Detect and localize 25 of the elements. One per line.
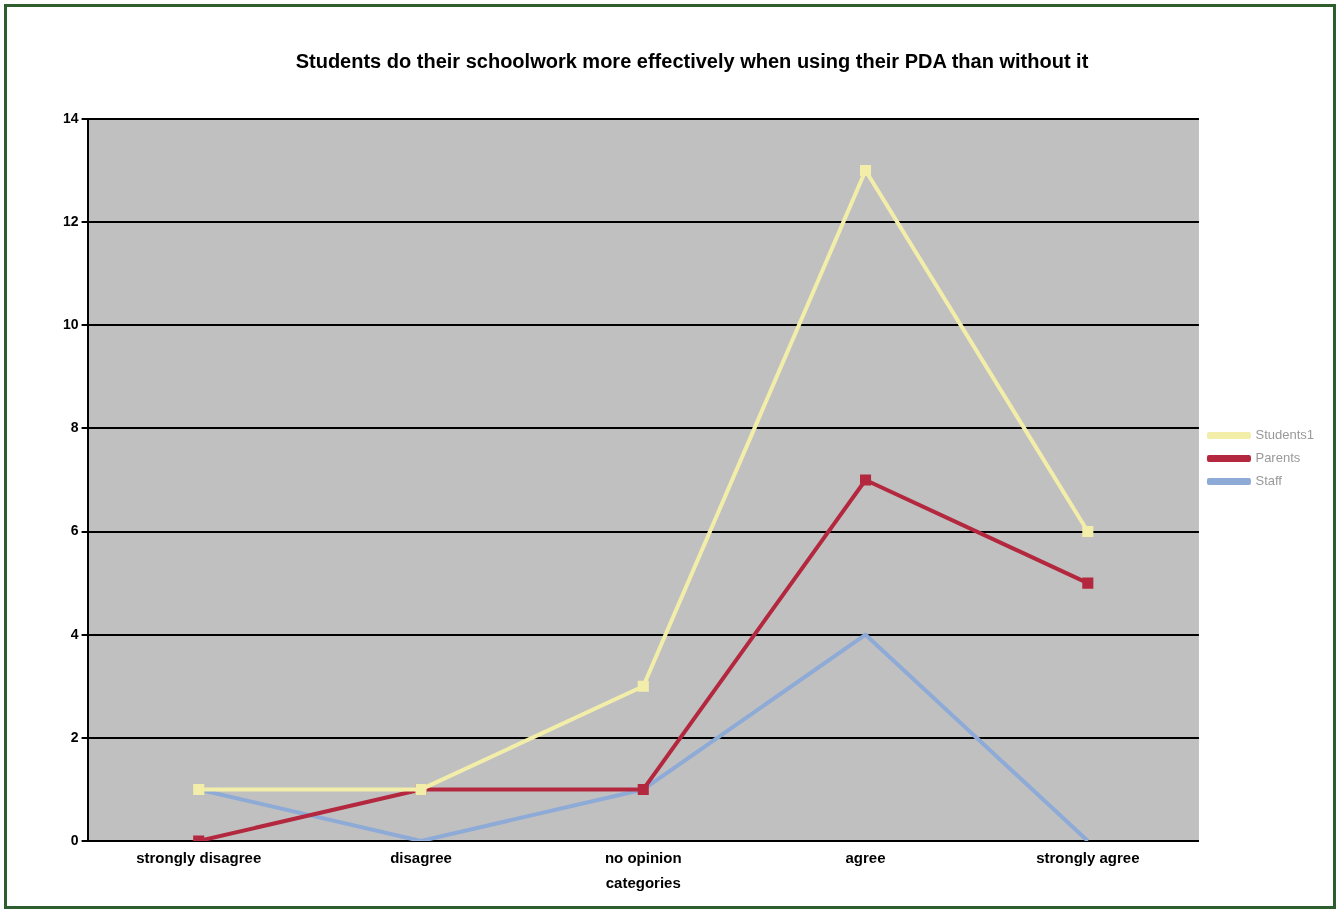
y-tick-label: 4 [70, 625, 79, 642]
y-tick-label: 2 [70, 728, 79, 745]
legend-label: Parents [1255, 450, 1301, 466]
x-tick-label: agree [845, 849, 886, 867]
y-tick-label: 8 [70, 419, 79, 436]
x-tick-label: no opinion [604, 849, 682, 867]
chart-title: Students do their schoolwork more effectively when using their PDA than without it [295, 49, 1089, 72]
point [1082, 526, 1094, 538]
legend-label: Staff [1255, 473, 1283, 489]
x-tick-label: strongly agree [1036, 849, 1140, 867]
y-tick-label: 14 [62, 109, 79, 126]
y-tick-label: 0 [70, 831, 79, 848]
point [860, 165, 872, 177]
point [1082, 577, 1094, 589]
x-axis-title: categories [605, 874, 681, 892]
point [860, 474, 872, 486]
point [193, 783, 205, 795]
x-tick-label: disagree [390, 849, 452, 867]
y-tick-label: 12 [62, 213, 79, 229]
x-tick-label: strongly disagree [136, 849, 262, 867]
y-tick-label: 6 [70, 522, 79, 539]
point [637, 783, 649, 795]
y-tick-label: 10 [62, 316, 79, 333]
point [637, 680, 649, 692]
legend-label: Students1 [1255, 427, 1314, 443]
